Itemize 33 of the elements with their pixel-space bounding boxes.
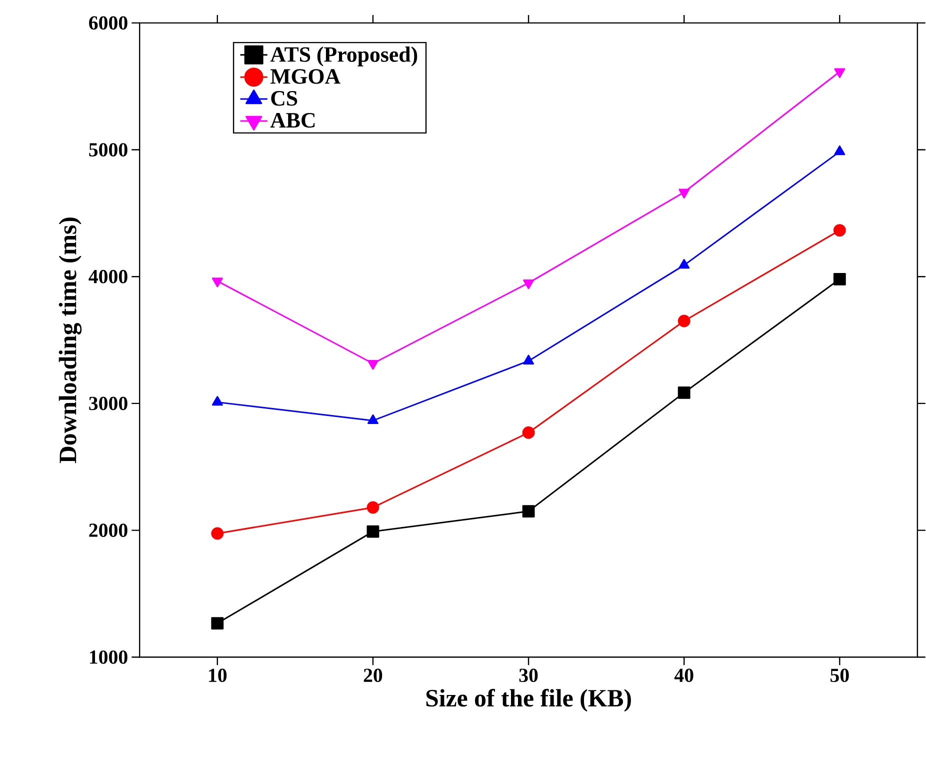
legend-label: CS (271, 91, 298, 106)
y-tick-label: 4000 (88, 270, 128, 284)
legend-label: ABC (270, 113, 315, 128)
legend-label: ATS (Proposed) (270, 46, 418, 66)
point (523, 280, 534, 290)
point (678, 386, 690, 399)
point (212, 278, 223, 288)
x-tick-label: 20 (364, 668, 382, 682)
y-axis-title: Downloading time (ms) (58, 218, 82, 464)
x-tick-label: 50 (830, 668, 849, 682)
point (834, 68, 846, 78)
point (211, 527, 224, 540)
point (366, 501, 380, 514)
point (833, 224, 846, 237)
point (678, 314, 690, 328)
point (367, 360, 378, 370)
point (212, 396, 223, 406)
y-tick-label: 2000 (89, 524, 128, 538)
point (678, 188, 690, 199)
point (211, 617, 224, 630)
y-tick-label: 5000 (89, 143, 128, 157)
y-tick-label: 3000 (89, 396, 128, 410)
x-axis-title: Size of the file (KB) (426, 688, 631, 712)
point (522, 426, 535, 439)
point (366, 525, 380, 538)
point (522, 505, 535, 518)
y-tick-label: 6000 (89, 16, 128, 30)
point (833, 273, 846, 286)
legend-label: MGOA (270, 69, 340, 84)
y-tick-label: 1000 (90, 650, 128, 664)
x-tick-label: 40 (674, 668, 694, 682)
x-tick-label: 30 (519, 668, 538, 682)
x-tick-label: 10 (209, 668, 227, 682)
